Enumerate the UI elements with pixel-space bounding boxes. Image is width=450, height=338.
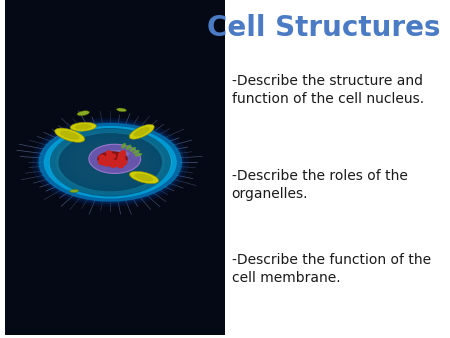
- Circle shape: [99, 155, 105, 160]
- Ellipse shape: [70, 122, 96, 131]
- Ellipse shape: [68, 139, 153, 185]
- Circle shape: [104, 162, 109, 166]
- Text: Cell Structures: Cell Structures: [207, 14, 441, 42]
- Bar: [4, 0, 225, 335]
- Circle shape: [110, 162, 117, 167]
- Circle shape: [106, 151, 111, 155]
- Circle shape: [117, 163, 124, 168]
- Circle shape: [106, 155, 113, 160]
- Ellipse shape: [58, 133, 162, 191]
- Circle shape: [108, 161, 112, 164]
- Text: -Describe the roles of the
organelles.: -Describe the roles of the organelles.: [232, 169, 408, 201]
- Ellipse shape: [55, 132, 165, 192]
- Circle shape: [118, 155, 125, 161]
- Ellipse shape: [60, 130, 80, 140]
- Circle shape: [121, 151, 126, 154]
- Ellipse shape: [134, 127, 150, 137]
- Ellipse shape: [39, 122, 181, 202]
- Circle shape: [119, 160, 123, 163]
- Ellipse shape: [38, 123, 182, 201]
- Ellipse shape: [44, 126, 177, 198]
- Circle shape: [119, 153, 123, 156]
- Ellipse shape: [117, 108, 126, 112]
- Ellipse shape: [89, 144, 140, 173]
- Ellipse shape: [135, 153, 142, 156]
- Ellipse shape: [97, 151, 128, 167]
- Circle shape: [119, 152, 126, 157]
- Ellipse shape: [55, 128, 85, 142]
- Circle shape: [99, 159, 106, 165]
- Ellipse shape: [50, 128, 171, 196]
- Ellipse shape: [130, 147, 136, 152]
- Ellipse shape: [36, 120, 184, 204]
- Circle shape: [120, 160, 127, 165]
- Ellipse shape: [130, 171, 158, 184]
- Text: -Describe the function of the
cell membrane.: -Describe the function of the cell membr…: [232, 254, 431, 285]
- Ellipse shape: [135, 173, 153, 182]
- Ellipse shape: [132, 150, 140, 154]
- Ellipse shape: [104, 150, 130, 158]
- Ellipse shape: [32, 118, 189, 207]
- Circle shape: [110, 154, 116, 158]
- Ellipse shape: [62, 136, 159, 189]
- Ellipse shape: [49, 129, 171, 195]
- Ellipse shape: [77, 111, 90, 116]
- Text: -Describe the structure and
function of the cell nucleus.: -Describe the structure and function of …: [232, 74, 424, 106]
- Ellipse shape: [74, 143, 146, 182]
- Ellipse shape: [122, 143, 126, 149]
- Circle shape: [103, 157, 110, 163]
- Ellipse shape: [70, 189, 79, 193]
- Ellipse shape: [126, 145, 131, 150]
- Circle shape: [110, 160, 115, 163]
- Circle shape: [115, 160, 122, 165]
- Ellipse shape: [129, 124, 154, 139]
- Ellipse shape: [75, 124, 92, 130]
